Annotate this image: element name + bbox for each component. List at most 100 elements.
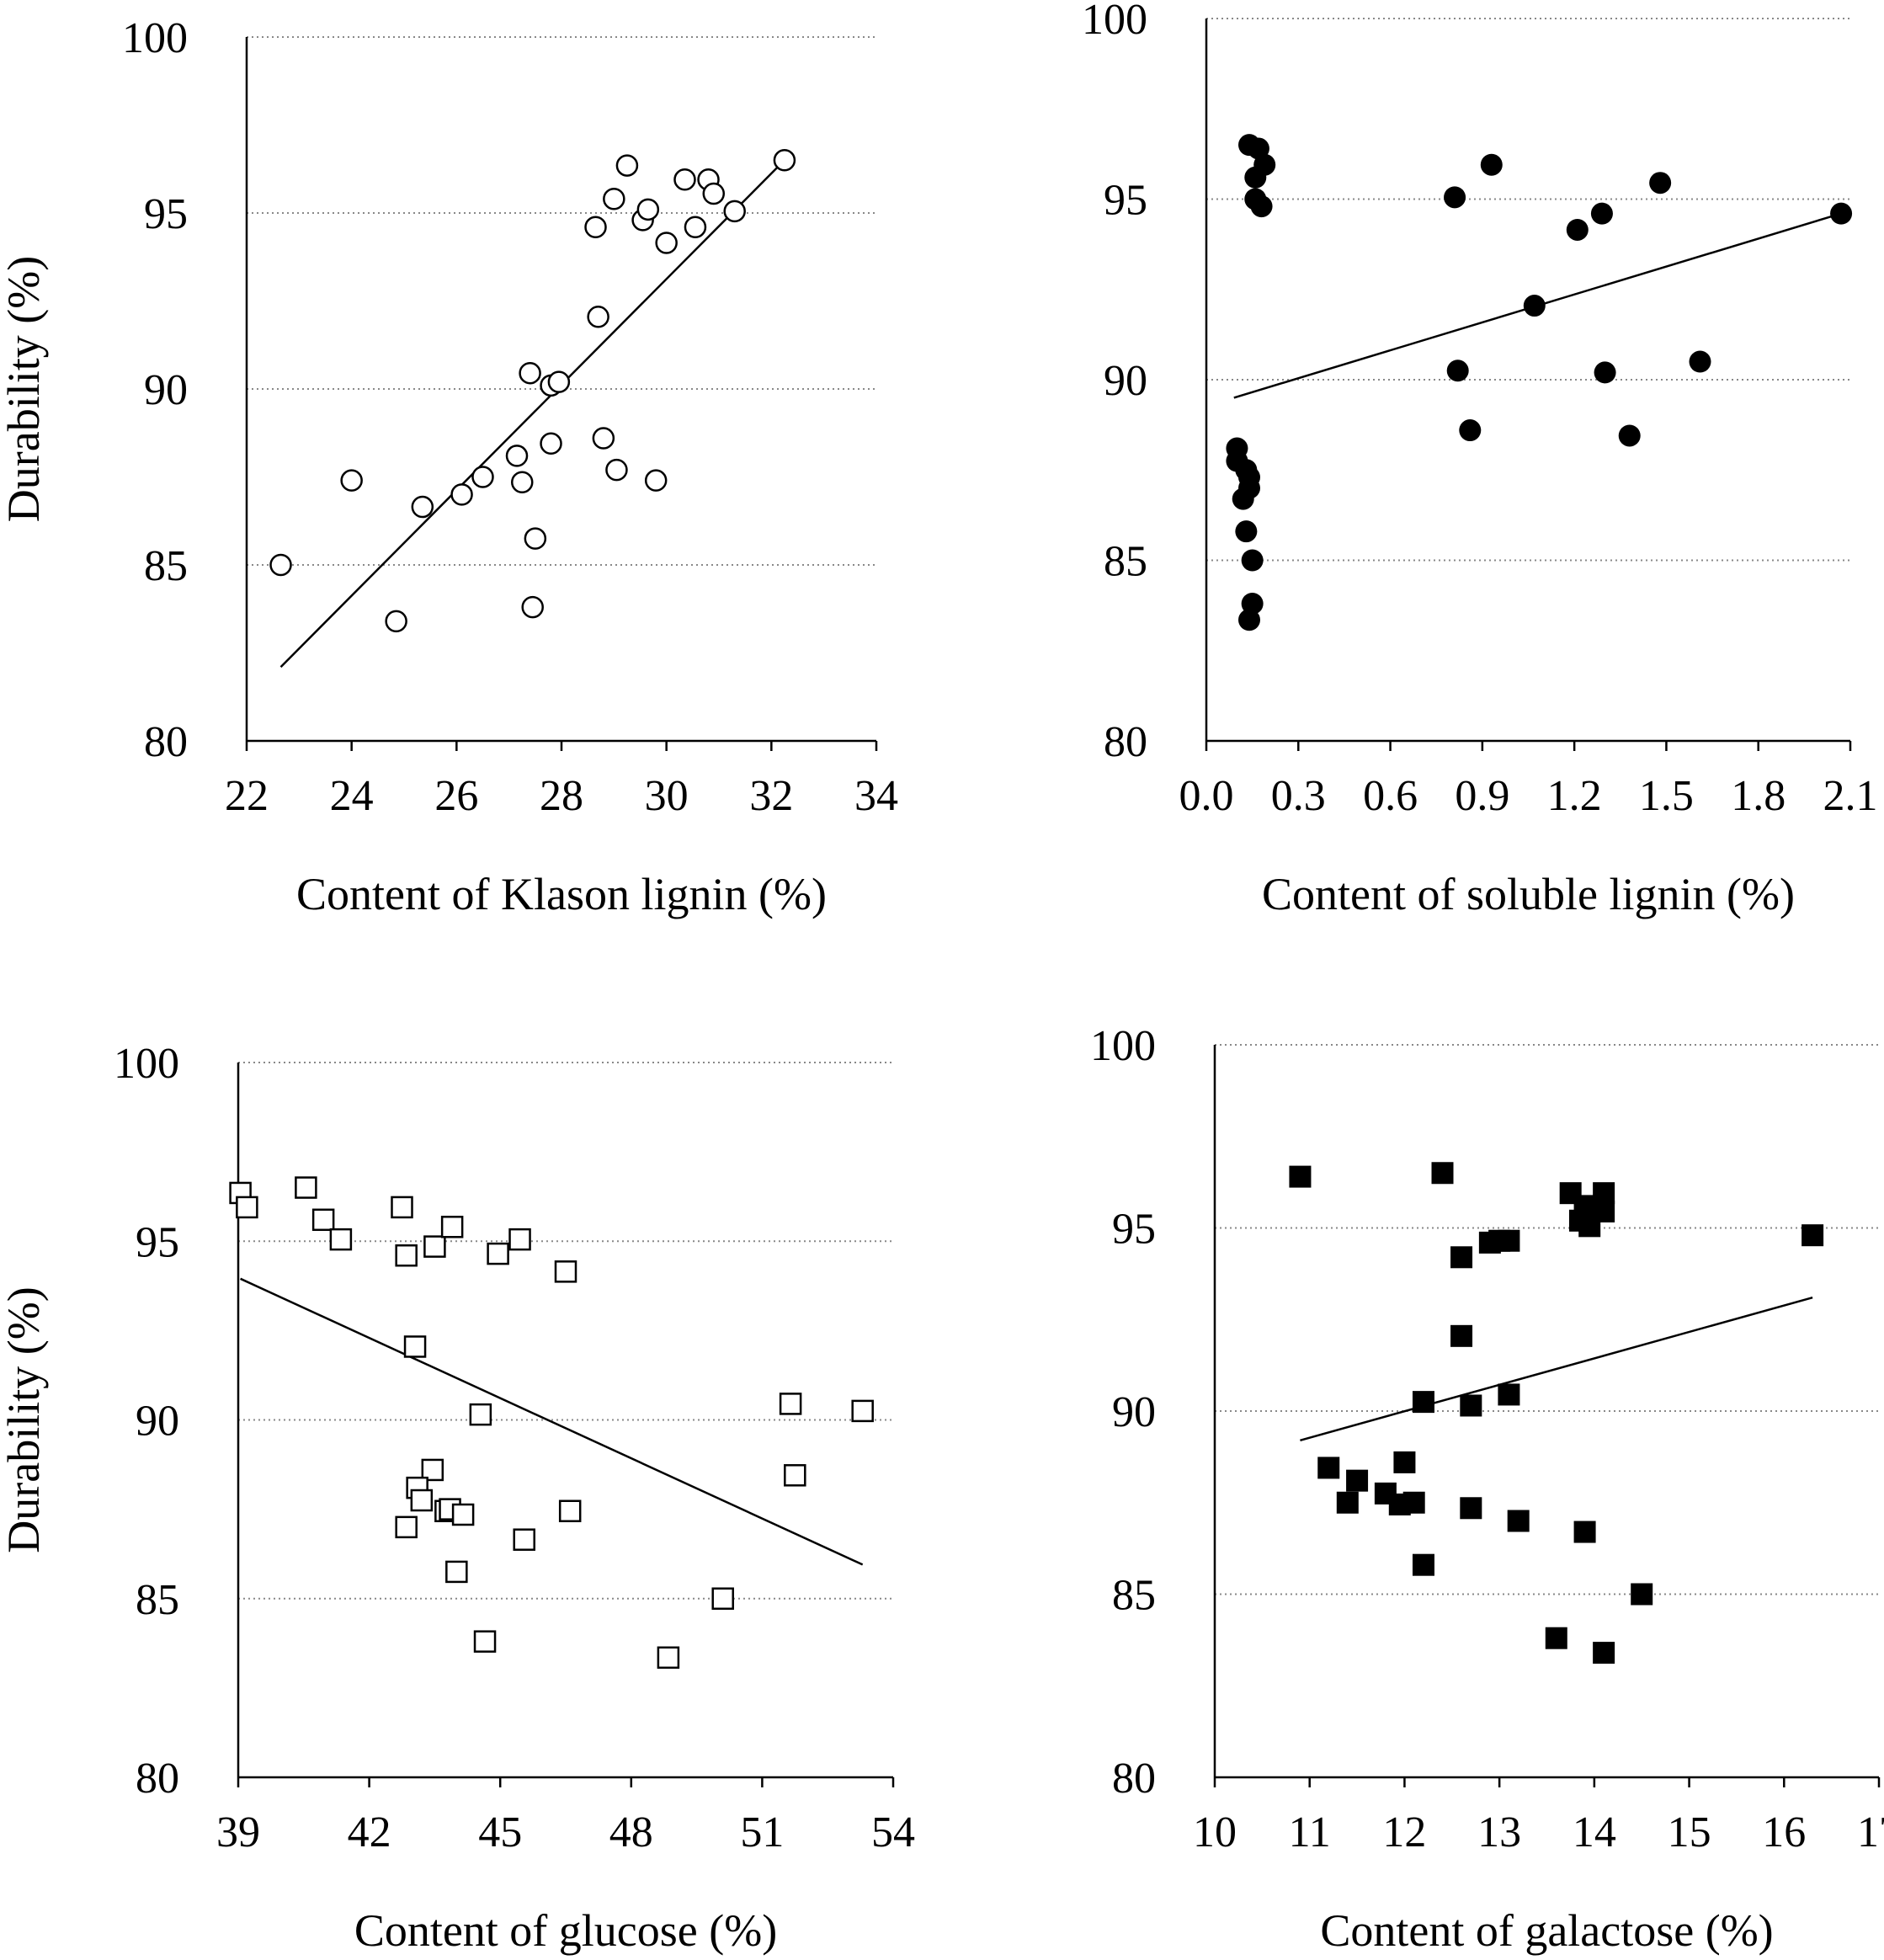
data-point bbox=[779, 1393, 802, 1415]
x-tick-labels: 39 42 45 48 51 54 bbox=[216, 1808, 915, 1856]
data-point bbox=[1689, 350, 1711, 373]
y-tick-label: 90 bbox=[144, 366, 188, 414]
y-axis-title: Durability (%) bbox=[0, 1286, 49, 1553]
data-point bbox=[1573, 1521, 1596, 1543]
data-point bbox=[655, 232, 678, 254]
data-point bbox=[411, 495, 434, 519]
data-point bbox=[603, 188, 625, 210]
data-point bbox=[1393, 1451, 1416, 1473]
data-point bbox=[395, 1244, 418, 1267]
x-tick-label: 14 bbox=[1573, 1808, 1616, 1856]
data-point bbox=[513, 1528, 535, 1551]
x-axis-title: Content of soluble lignin (%) bbox=[1262, 869, 1795, 919]
x-tick-label: 45 bbox=[478, 1808, 522, 1856]
x-tick-label: 0.0 bbox=[1179, 772, 1234, 820]
data-point bbox=[473, 1630, 497, 1653]
data-point bbox=[1450, 1246, 1473, 1269]
data-point bbox=[1412, 1391, 1434, 1414]
data-point bbox=[644, 469, 668, 492]
data-point bbox=[519, 361, 541, 385]
data-point bbox=[851, 1399, 874, 1423]
x-tick-label: 10 bbox=[1193, 1808, 1237, 1856]
x-tick-labels: 22 24 26 28 30 32 34 bbox=[225, 772, 898, 820]
y-tick-label: 90 bbox=[1104, 357, 1147, 405]
y-tick-label: 95 bbox=[136, 1218, 179, 1266]
y-tick-label: 100 bbox=[1090, 1022, 1156, 1070]
x-axis-title: Content of galactose (%) bbox=[1320, 1905, 1773, 1956]
panel-klason-lignin: 22 24 26 28 30 32 34 80 85 90 95 100 Content of Kl… bbox=[0, 14, 898, 919]
trendline bbox=[240, 1277, 864, 1566]
data-point bbox=[1830, 202, 1853, 225]
data-point bbox=[615, 154, 639, 177]
y-tick-label: 85 bbox=[144, 542, 188, 590]
data-point bbox=[1446, 360, 1469, 382]
y-tick-label: 100 bbox=[114, 1040, 179, 1088]
data-point bbox=[471, 466, 494, 488]
y-tick-label: 80 bbox=[1104, 718, 1147, 766]
data-point bbox=[702, 182, 726, 205]
x-tick-label: 11 bbox=[1289, 1808, 1331, 1856]
x-tick-label: 1.8 bbox=[1731, 772, 1786, 820]
x-tick-label: 0.6 bbox=[1363, 772, 1418, 820]
y-tick-label: 90 bbox=[136, 1398, 179, 1446]
gridlines bbox=[238, 1062, 893, 1600]
data-point bbox=[1289, 1165, 1312, 1188]
y-tick-label: 95 bbox=[1104, 177, 1147, 225]
data-point bbox=[554, 1260, 577, 1283]
y-tick-label: 100 bbox=[1082, 0, 1147, 44]
x-tick-label: 30 bbox=[645, 772, 689, 820]
y-tick-label: 90 bbox=[1112, 1388, 1156, 1436]
x-tick-label: 1.2 bbox=[1547, 772, 1602, 820]
data-point bbox=[1649, 172, 1672, 194]
data-points bbox=[1226, 134, 1853, 631]
data-point bbox=[469, 1403, 492, 1426]
data-point bbox=[1498, 1383, 1520, 1406]
y-tick-label: 95 bbox=[1112, 1206, 1156, 1254]
data-points bbox=[1289, 1162, 1824, 1664]
data-points bbox=[269, 149, 796, 633]
data-point bbox=[1431, 1162, 1454, 1185]
data-point bbox=[1402, 1491, 1425, 1514]
panel-galactose: 10 11 12 13 14 15 16 17 80 85 90 95 100 Content of … bbox=[1090, 1022, 1884, 1956]
data-point bbox=[784, 1464, 806, 1487]
x-tick-label: 32 bbox=[749, 772, 793, 820]
data-point bbox=[1459, 419, 1482, 442]
x-axis bbox=[237, 1776, 895, 1787]
y-axis-title: Durability (%) bbox=[0, 256, 49, 522]
data-point bbox=[391, 1196, 413, 1219]
x-axis-title: Content of Klason lignin (%) bbox=[296, 869, 827, 919]
data-point bbox=[1594, 361, 1616, 384]
data-point bbox=[723, 200, 746, 223]
data-point bbox=[605, 458, 628, 482]
data-point bbox=[1241, 549, 1264, 572]
data-point bbox=[451, 1503, 475, 1526]
data-point bbox=[584, 216, 607, 238]
data-points bbox=[229, 1176, 874, 1670]
trendline bbox=[279, 159, 785, 668]
y-tick-label: 95 bbox=[144, 190, 188, 238]
data-point bbox=[1232, 487, 1254, 510]
data-point bbox=[524, 527, 547, 550]
data-point bbox=[1545, 1627, 1567, 1649]
data-point bbox=[385, 610, 407, 633]
data-point bbox=[410, 1489, 434, 1512]
data-point bbox=[395, 1515, 418, 1539]
data-point bbox=[1507, 1510, 1530, 1532]
data-point bbox=[1412, 1553, 1434, 1576]
gridlines bbox=[247, 36, 876, 566]
x-tick-label: 48 bbox=[609, 1808, 653, 1856]
data-point bbox=[558, 1499, 582, 1522]
y-tick-label: 100 bbox=[122, 14, 188, 62]
x-tick-label: 17 bbox=[1857, 1808, 1884, 1856]
data-point bbox=[505, 445, 529, 467]
data-point bbox=[236, 1196, 258, 1219]
y-tick-labels: 80 85 90 95 100 bbox=[1090, 1022, 1156, 1803]
data-point bbox=[1460, 1497, 1482, 1520]
x-tick-label: 26 bbox=[434, 772, 478, 820]
x-tick-label: 0.3 bbox=[1271, 772, 1326, 820]
y-tick-label: 85 bbox=[136, 1576, 179, 1624]
x-tick-label: 51 bbox=[740, 1808, 784, 1856]
x-axis bbox=[1205, 739, 1852, 751]
y-tick-labels: 80 85 90 95 100 bbox=[122, 14, 188, 766]
